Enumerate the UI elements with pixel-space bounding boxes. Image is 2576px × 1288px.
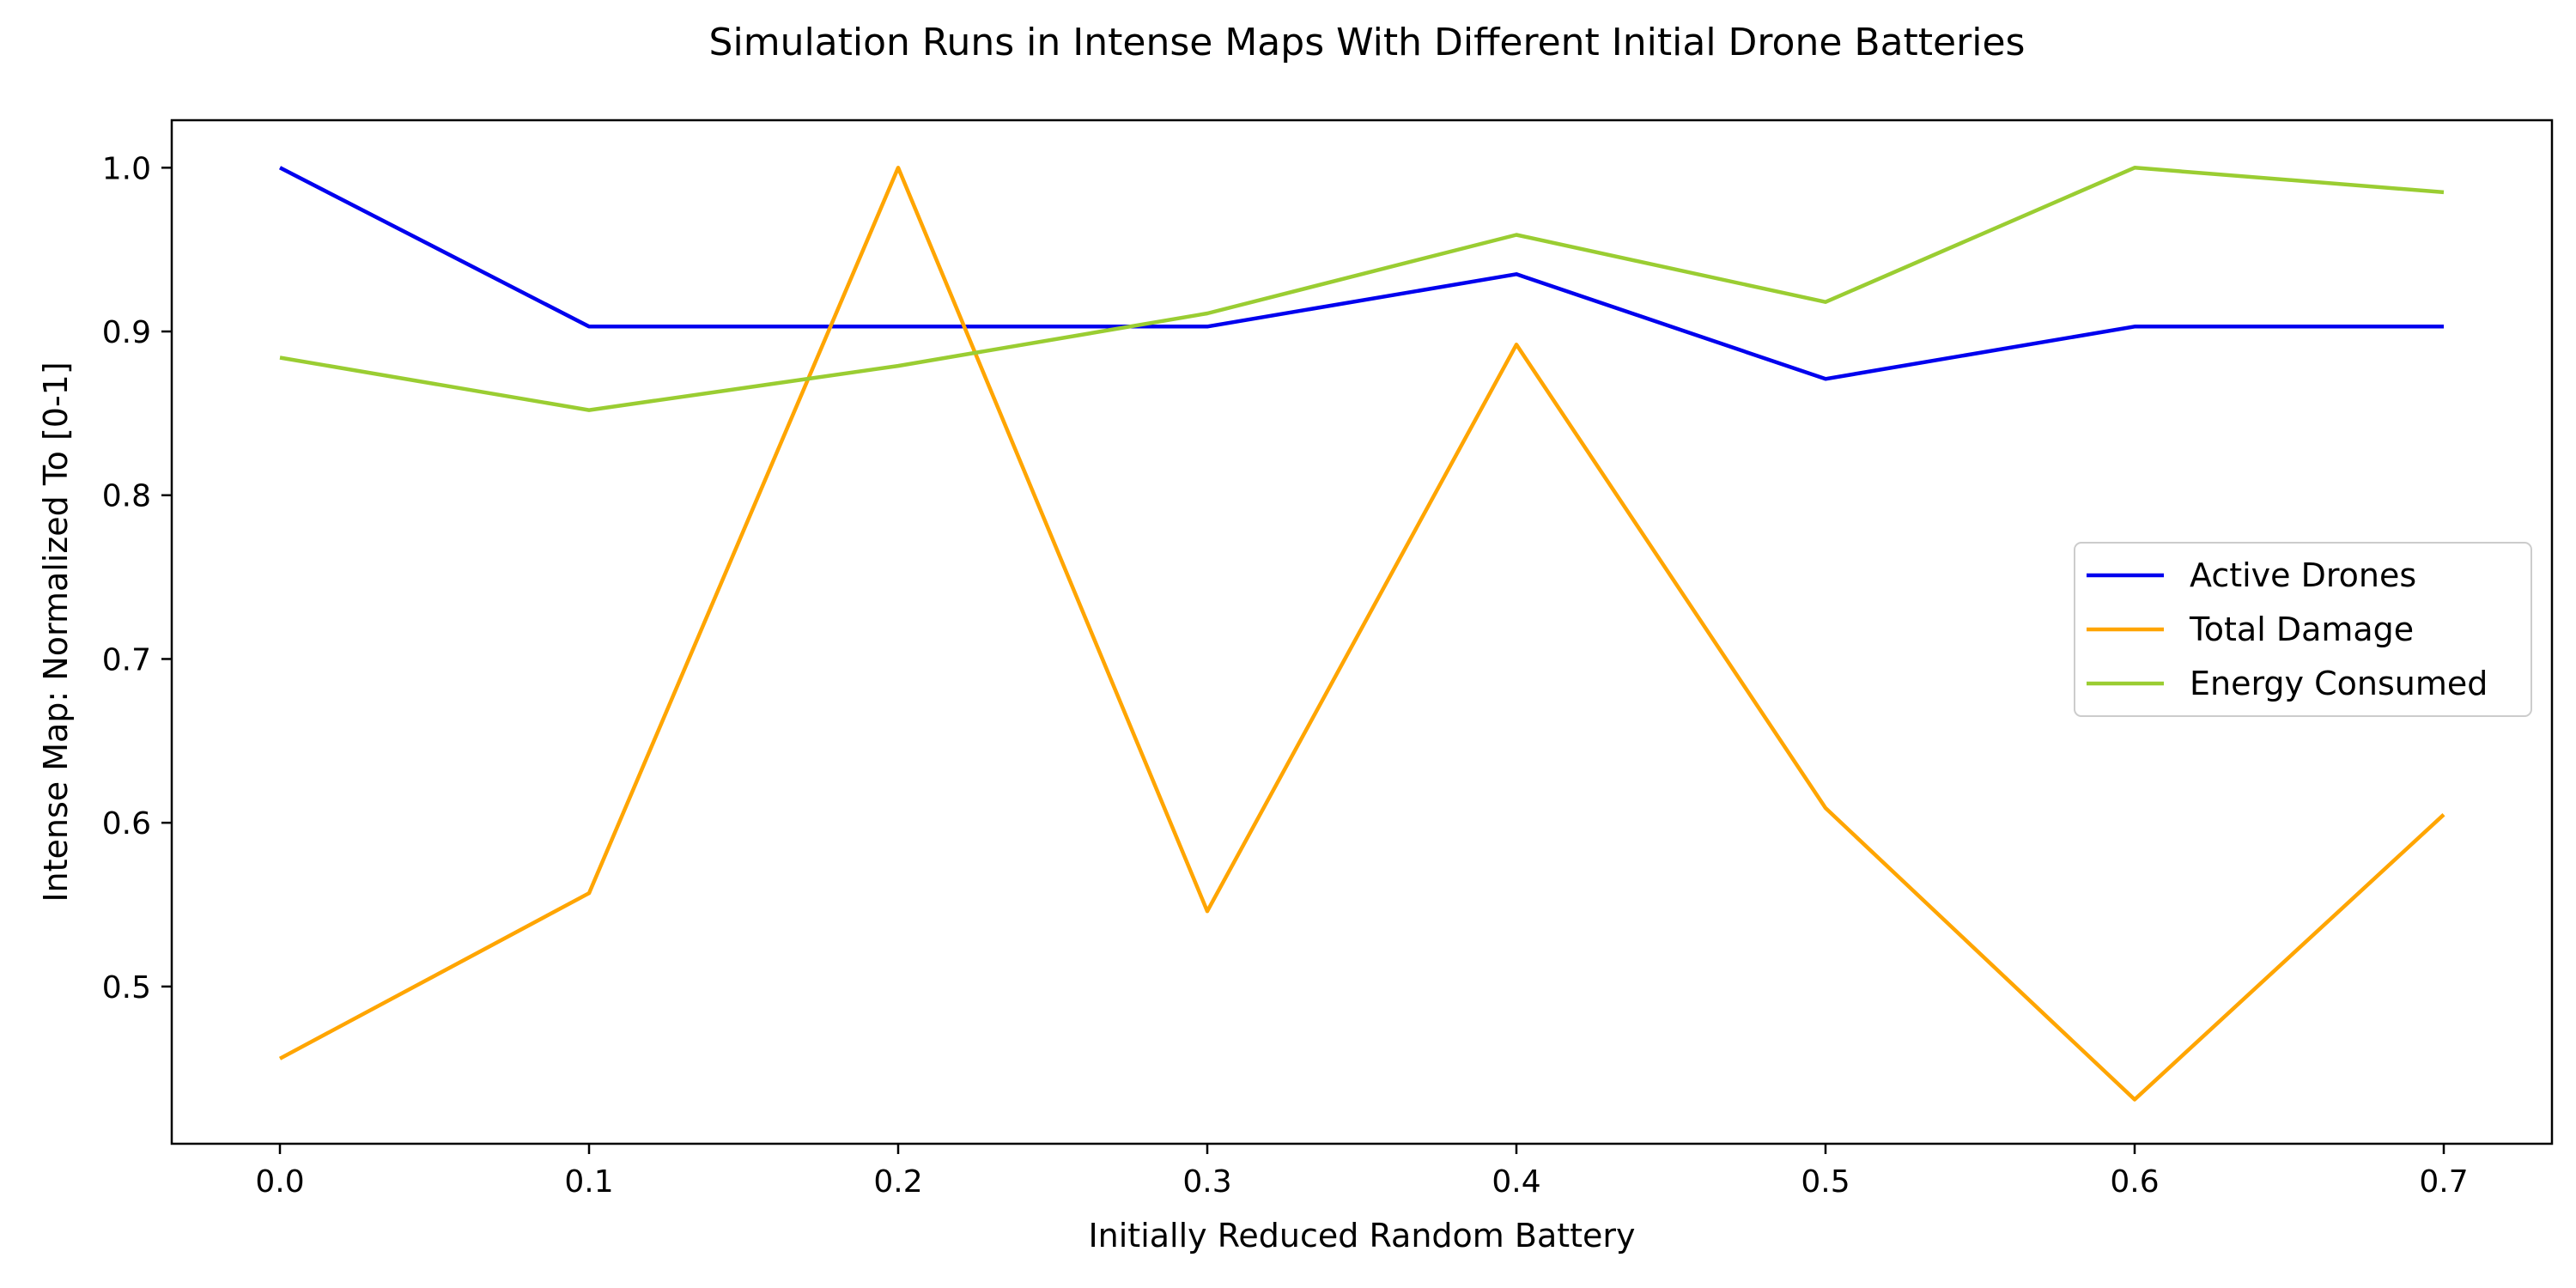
legend-label-active-drones: Active Drones	[2190, 556, 2416, 594]
x-tick-label: 0.0	[255, 1164, 304, 1200]
y-axis-ticks: 0.5 0.6 0.7 0.8 0.9 1.0	[102, 151, 172, 1005]
chart-title: Simulation Runs in Intense Maps With Dif…	[709, 21, 2026, 64]
x-axis-ticks: 0.0 0.1 0.2 0.3 0.4 0.5 0.6 0.7	[255, 1144, 2469, 1200]
x-tick-label: 0.5	[1801, 1164, 1850, 1200]
x-tick-label: 0.3	[1182, 1164, 1231, 1200]
y-tick-label: 0.9	[102, 315, 151, 350]
y-tick-label: 0.6	[102, 806, 151, 841]
legend-box	[2074, 542, 2532, 717]
x-tick-label: 0.2	[873, 1164, 922, 1200]
y-tick-label: 0.5	[102, 970, 151, 1005]
x-tick-label: 0.7	[2419, 1164, 2468, 1200]
legend: Active Drones Total Damage Energy Consumed	[2074, 542, 2532, 717]
y-tick-label: 0.7	[102, 642, 151, 677]
x-axis-label: Initially Reduced Random Battery	[1088, 1217, 1635, 1255]
y-tick-label: 0.8	[102, 479, 151, 514]
x-tick-label: 0.4	[1492, 1164, 1540, 1200]
plot-frame	[170, 118, 2554, 1145]
legend-label-total-damage: Total Damage	[2189, 611, 2414, 648]
legend-label-energy-consumed: Energy Consumed	[2190, 665, 2488, 702]
x-tick-label: 0.6	[2110, 1164, 2159, 1200]
series-line-active-drones	[278, 166, 2444, 381]
series-line-total-damage	[278, 166, 2445, 1102]
x-tick-label: 0.1	[564, 1164, 613, 1200]
series-line-energy-consumed	[279, 166, 2445, 412]
y-axis-label: Intense Map: Normalized To [0-1]	[37, 361, 75, 902]
series-layer	[278, 166, 2445, 1102]
y-tick-label: 1.0	[102, 151, 151, 186]
